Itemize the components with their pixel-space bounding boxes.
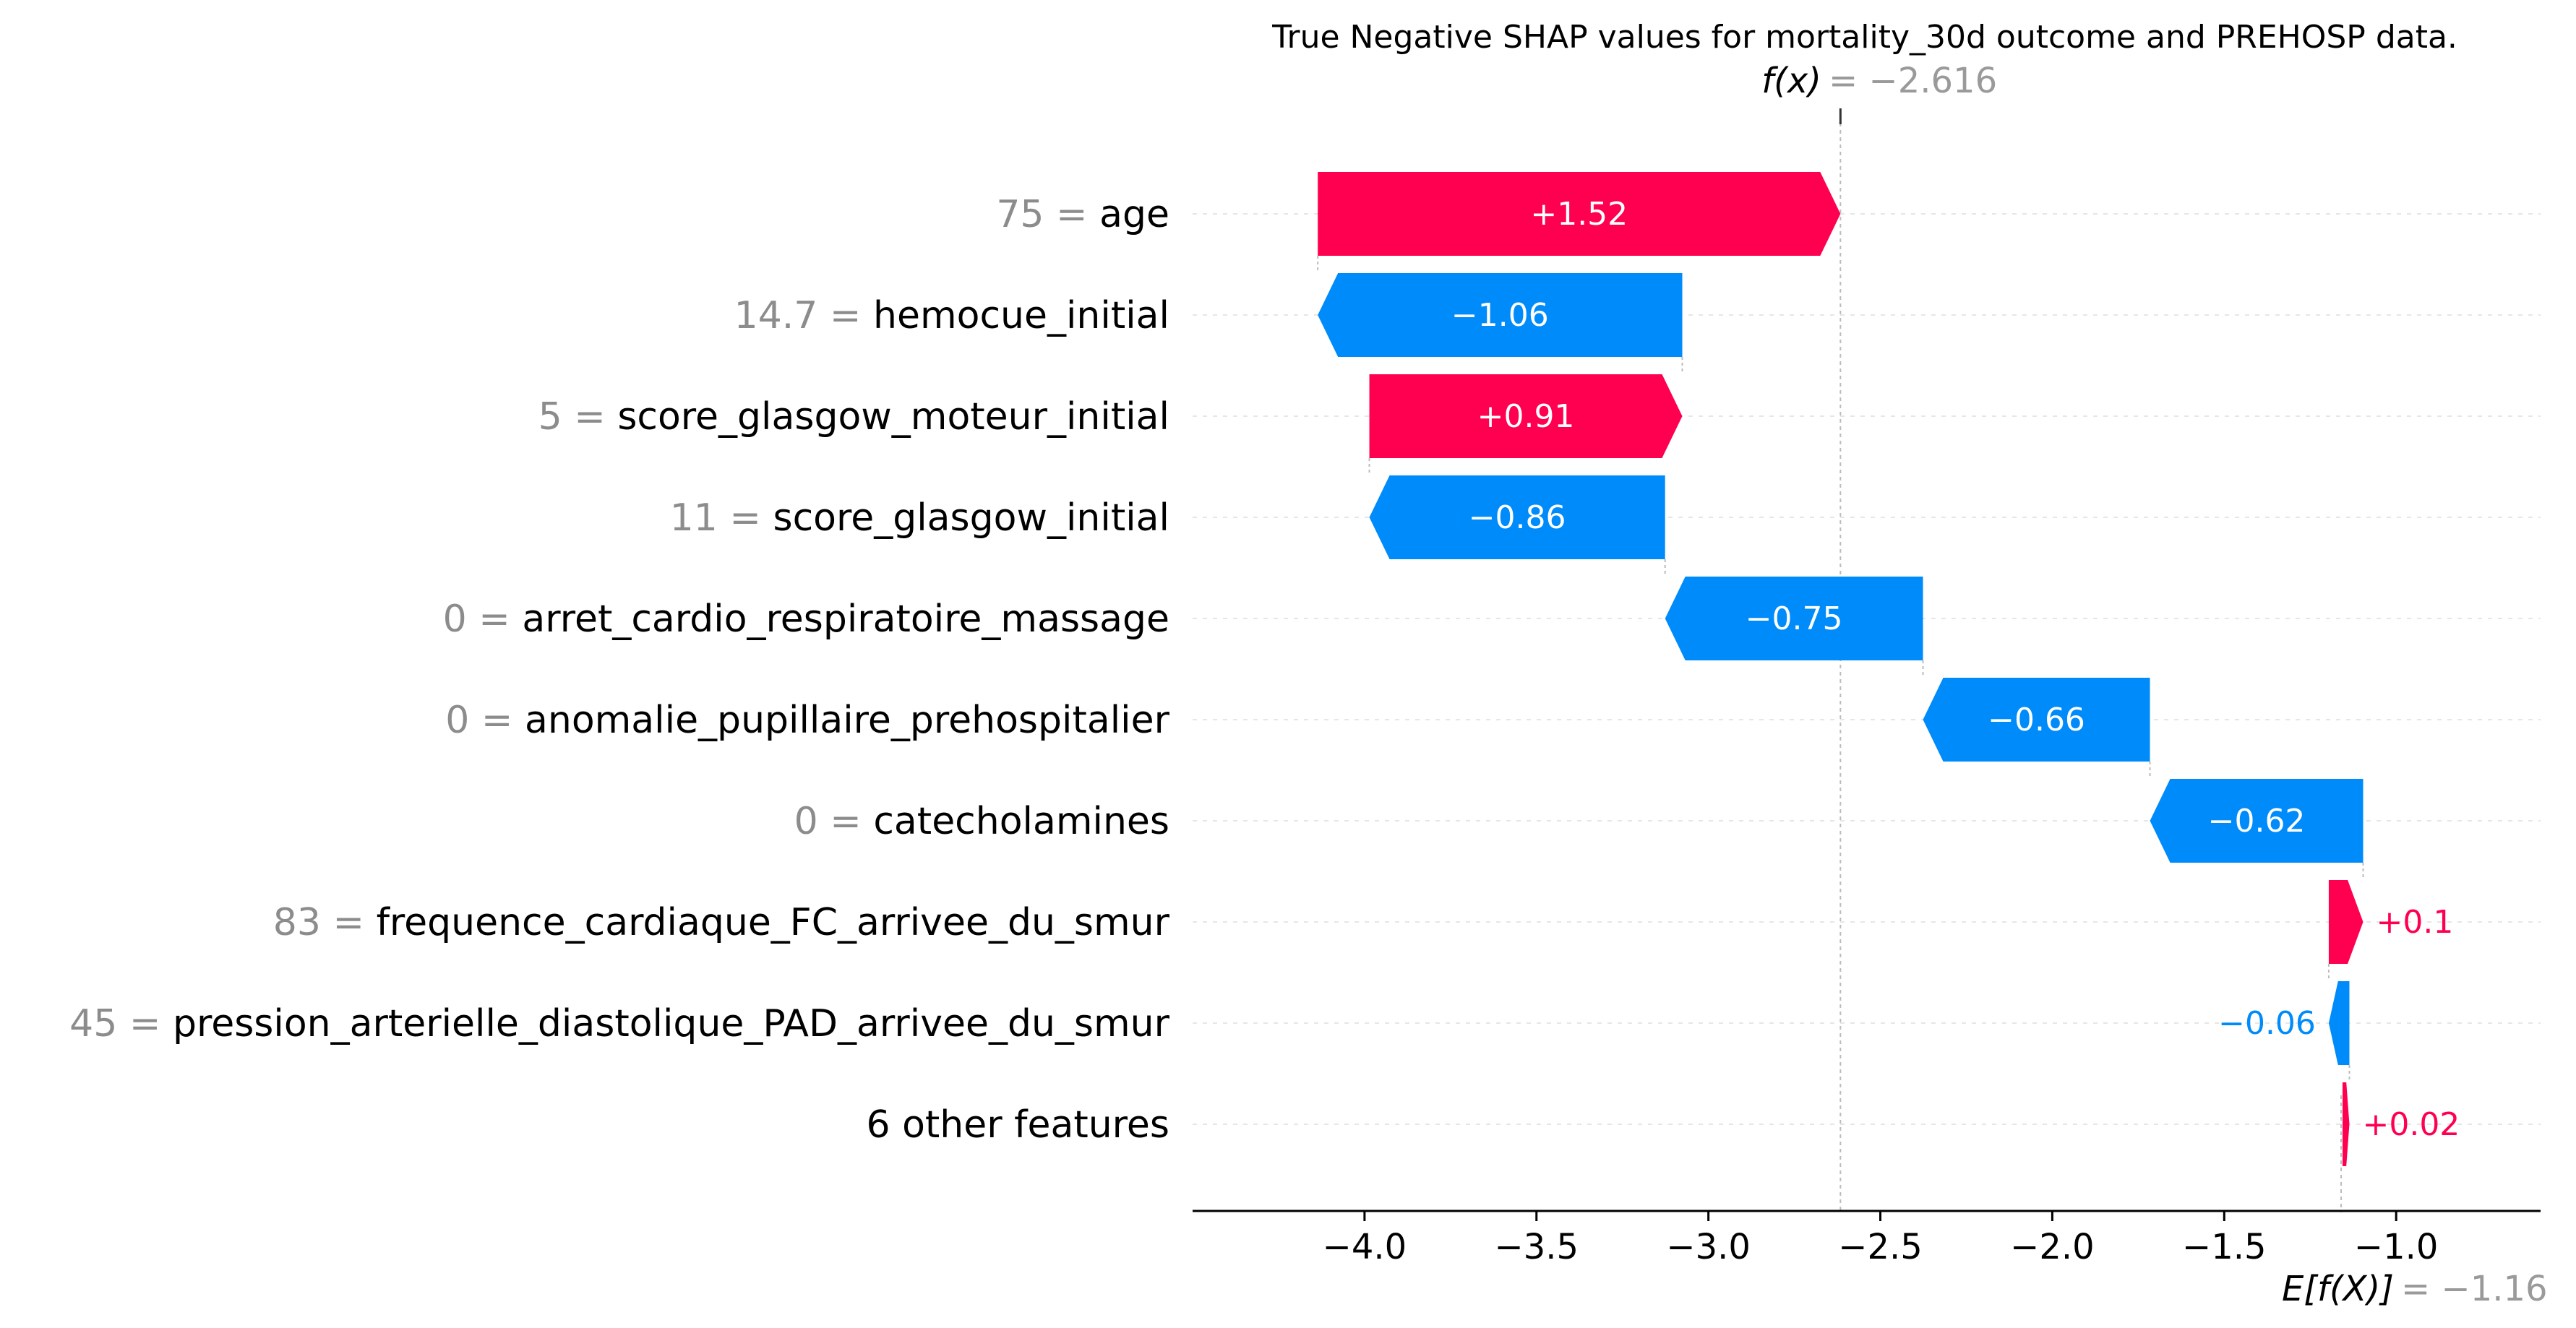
x-tick-label: −4.0 bbox=[1323, 1227, 1407, 1267]
feature-label: 0 = arret_cardio_respiratoire_massage bbox=[443, 598, 1169, 641]
feature-label: 75 = age bbox=[996, 193, 1169, 236]
bar-value-label: −0.75 bbox=[1746, 600, 1843, 637]
bars bbox=[1318, 172, 2364, 1166]
expected-value-key: E[f(X)] bbox=[2282, 1269, 2394, 1309]
feature-label: 0 = catecholamines bbox=[794, 800, 1169, 843]
bar-anomalie-pupillaire-prehospitalier bbox=[1923, 678, 2150, 762]
x-tick-label: −3.0 bbox=[1666, 1227, 1751, 1267]
bar-hemocue-initial bbox=[1318, 273, 1683, 357]
bar-6-other-features bbox=[2342, 1082, 2350, 1166]
feature-label: 11 = score_glasgow_initial bbox=[670, 496, 1169, 540]
feature-value: 0 = bbox=[445, 699, 525, 742]
feature-name: age bbox=[1099, 193, 1169, 236]
bar-value-label: +0.02 bbox=[2362, 1106, 2460, 1143]
feature-label: 14.7 = hemocue_initial bbox=[734, 294, 1169, 337]
bar-value-label: −0.06 bbox=[2218, 1005, 2316, 1042]
feature-label: 83 = frequence_cardiaque_FC_arrivee_du_s… bbox=[273, 901, 1170, 944]
feature-name: catecholamines bbox=[873, 800, 1169, 843]
feature-name: hemocue_initial bbox=[873, 294, 1169, 337]
x-tick-label: −2.0 bbox=[2010, 1227, 2095, 1267]
feature-name: frequence_cardiaque_FC_arrivee_du_smur bbox=[377, 901, 1170, 944]
bar-frequence-cardiaque-fc-arrivee-du-smur bbox=[2328, 880, 2364, 964]
feature-name: anomalie_pupillaire_prehospitalier bbox=[525, 699, 1170, 742]
feature-value: 0 = bbox=[443, 598, 523, 641]
bar-value-label: −0.86 bbox=[1469, 499, 1566, 536]
feature-value: 75 = bbox=[996, 193, 1099, 236]
feature-name: score_glasgow_moteur_initial bbox=[617, 395, 1169, 439]
feature-label: 45 = pression_arterielle_diastolique_PAD… bbox=[69, 1002, 1169, 1045]
feature-label: 6 other features bbox=[866, 1103, 1169, 1147]
fx-label-key: f(x) bbox=[1761, 61, 1821, 101]
chart-title: True Negative SHAP values for mortality_… bbox=[1271, 19, 2457, 56]
bar-value-label: +0.1 bbox=[2377, 904, 2454, 941]
bar-score-glasgow-moteur-initial bbox=[1369, 374, 1683, 458]
bar-value-label: −0.66 bbox=[1988, 702, 2085, 738]
x-axis: −4.0 −3.5 −3.0 −2.5 −2.0 −1.5 −1.0 bbox=[1193, 1210, 2541, 1267]
feature-value: 45 = bbox=[69, 1002, 173, 1045]
bar-arret-cardio-respiratoire-massage bbox=[1665, 577, 1923, 660]
expected-value-value: = −1.16 bbox=[2401, 1269, 2548, 1309]
bar-value-label: −1.06 bbox=[1451, 297, 1549, 334]
fx-label: f(x) = −2.616 bbox=[1761, 61, 1997, 101]
feature-label: 5 = score_glasgow_moteur_initial bbox=[538, 395, 1169, 439]
feature-name: pression_arterielle_diastolique_PAD_arri… bbox=[173, 1002, 1170, 1045]
feature-name: 6 other features bbox=[866, 1103, 1169, 1147]
feature-value: 0 = bbox=[794, 800, 874, 843]
feature-value: 14.7 = bbox=[734, 294, 873, 337]
feature-value: 11 = bbox=[670, 496, 773, 540]
x-tick-label: −1.5 bbox=[2182, 1227, 2267, 1267]
feature-name: score_glasgow_initial bbox=[773, 496, 1170, 540]
bar-value-label: +1.52 bbox=[1530, 196, 1628, 233]
bar-pression-arterielle-diastolique-pad-arrivee-du-smur bbox=[2328, 981, 2350, 1065]
feature-labels: +1.52 75 = age −1.06 14.7 = hemocue_initial… bbox=[69, 193, 2460, 1147]
feature-value: 83 = bbox=[273, 901, 377, 944]
feature-label: 0 = anomalie_pupillaire_prehospitalier bbox=[445, 699, 1169, 742]
bar-score-glasgow-initial bbox=[1369, 475, 1665, 559]
x-tick-label: −1.0 bbox=[2354, 1227, 2439, 1267]
bar-age bbox=[1318, 172, 1841, 256]
expected-value-label: E[f(X)] = −1.16 bbox=[2282, 1269, 2548, 1309]
x-tick-label: −2.5 bbox=[1838, 1227, 1923, 1267]
feature-value: 5 = bbox=[538, 395, 618, 439]
bar-value-label: +0.91 bbox=[1477, 398, 1575, 435]
bar-catecholamines bbox=[2150, 779, 2364, 863]
feature-name: arret_cardio_respiratoire_massage bbox=[522, 598, 1169, 641]
fx-label-value: = −2.616 bbox=[1829, 61, 1997, 101]
x-tick-label: −3.5 bbox=[1494, 1227, 1579, 1267]
bar-value-label: −0.62 bbox=[2208, 803, 2306, 840]
